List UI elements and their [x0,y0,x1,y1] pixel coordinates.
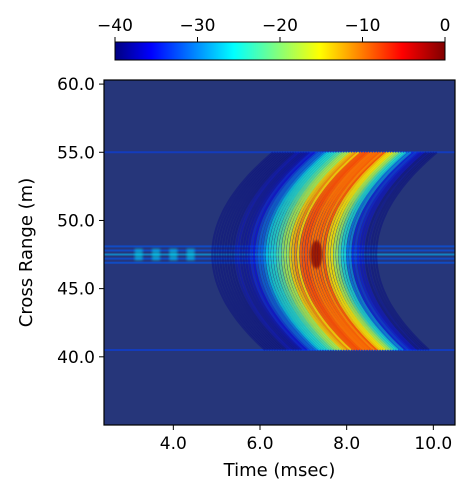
y-tick-label: 45.0 [57,280,95,300]
plot-area: 4.0 6.0 8.0 10.0 40.0 45.0 50.0 55.0 60.0 [57,75,455,454]
colorbar-tick-label: −40 [97,16,133,36]
colorbar-tick-label: −10 [345,16,381,36]
x-axis-label: Time (msec) [223,460,336,481]
colorbar-tick-label: 0 [440,16,451,36]
colorbar-tick-label: −30 [180,16,216,36]
colorbar: −40 −30 −20 −10 0 [97,16,450,60]
y-tick-label: 40.0 [57,348,95,368]
y-tick-label: 55.0 [57,143,95,163]
x-tick-label: 6.0 [246,434,273,454]
signature-peak [310,241,322,269]
y-tick-label: 60.0 [57,75,95,95]
streak-blip [152,249,160,261]
streak-blip [187,249,195,261]
y-axis-label: Cross Range (m) [16,178,37,327]
streak-blip [169,249,177,261]
x-tick-label: 10.0 [414,434,452,454]
y-tick-label: 50.0 [57,211,95,231]
colorbar-tick-label: −20 [262,16,298,36]
x-tick-label: 8.0 [333,434,360,454]
x-tick-label: 4.0 [160,434,187,454]
colorbar-gradient [115,42,445,60]
streak-blip [135,249,143,261]
